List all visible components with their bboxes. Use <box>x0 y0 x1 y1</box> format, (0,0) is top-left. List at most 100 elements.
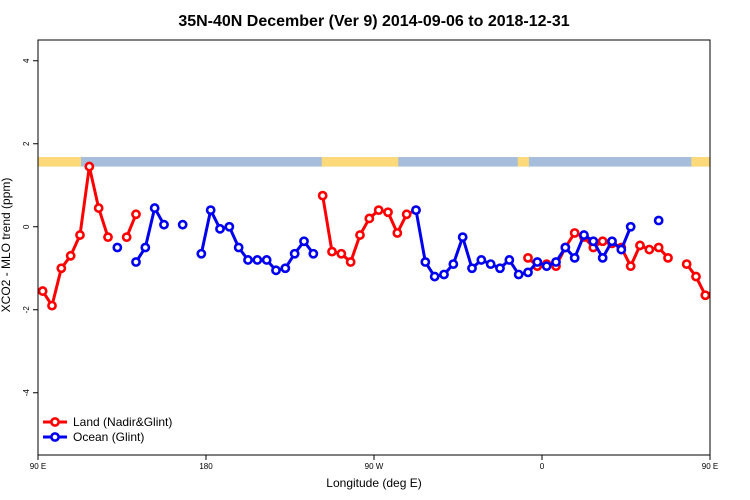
data-point <box>336 248 347 259</box>
data-point <box>420 257 431 267</box>
data-point <box>448 259 459 269</box>
data-point <box>299 236 309 247</box>
data-point <box>429 271 440 282</box>
data-point <box>709 289 710 293</box>
data-point <box>75 230 85 240</box>
y-axis: -4 -2 0 2 4 <box>22 58 38 396</box>
series-line <box>134 206 166 263</box>
legend-label: Land (Nadir&Glint) <box>73 415 172 429</box>
data-point <box>625 221 636 232</box>
data-point <box>625 261 636 272</box>
data-point <box>243 255 253 265</box>
data-point <box>476 255 487 265</box>
data-point <box>392 228 403 238</box>
data-point <box>411 205 421 216</box>
y-axis-label: XCO2 - MLO trend (ppm) <box>0 178 13 313</box>
legend-marker <box>50 432 60 442</box>
y-tick-label: -4 <box>22 389 31 397</box>
x-tick-label: 90 E <box>30 462 46 471</box>
legend-marker <box>50 417 60 427</box>
map-land-2 <box>517 157 529 167</box>
data-point <box>373 205 384 216</box>
data-point <box>84 161 95 172</box>
data-point <box>681 259 692 269</box>
data-point <box>523 252 533 263</box>
data-point <box>205 205 216 216</box>
data-point <box>532 257 543 267</box>
map-land-3 <box>691 157 710 167</box>
x-tick-label: 90 W <box>365 462 384 471</box>
x-tick-label: 180 <box>199 462 213 471</box>
data-point <box>56 263 67 274</box>
data-point <box>112 242 123 253</box>
data-point <box>597 236 608 247</box>
data-point <box>345 257 356 267</box>
data-point <box>739 252 746 259</box>
data-point <box>700 290 710 301</box>
y-tick-label: 0 <box>22 224 31 229</box>
data-point <box>401 209 412 220</box>
data-point <box>635 240 645 251</box>
data-point <box>215 223 225 234</box>
series-1 <box>112 203 664 282</box>
data-point <box>121 232 132 243</box>
data-point <box>560 242 571 253</box>
x-tick-label: 0 <box>540 462 545 471</box>
data-point <box>177 219 188 230</box>
y-tick-label: 4 <box>22 58 31 63</box>
data-point <box>233 242 244 253</box>
data-point <box>541 261 552 272</box>
data-point <box>569 228 580 238</box>
y-tick-label: 2 <box>22 141 31 146</box>
data-point <box>224 221 235 232</box>
series-0 <box>38 161 746 311</box>
data-point <box>271 265 281 276</box>
data-point <box>691 271 701 282</box>
y-tick-label: -2 <box>22 306 31 314</box>
data-point <box>569 252 580 263</box>
data-point <box>495 263 505 274</box>
data-point <box>551 257 561 267</box>
map-band <box>38 157 710 167</box>
data-point <box>579 230 589 240</box>
data-point <box>289 248 300 259</box>
data-point <box>252 255 263 265</box>
data-point <box>149 203 160 213</box>
data-point <box>140 242 151 253</box>
data-point <box>457 232 468 243</box>
data-point <box>196 248 207 259</box>
data-point <box>523 267 533 278</box>
data-point <box>720 302 727 309</box>
series-line <box>41 165 110 308</box>
chart-title: 35N-40N December (Ver 9) 2014-09-06 to 2… <box>178 13 569 30</box>
x-tick-label: 90 E <box>702 462 718 471</box>
data-point <box>644 244 655 255</box>
data-point <box>616 244 627 255</box>
data-point <box>607 236 617 247</box>
data-point <box>93 203 104 213</box>
data-point <box>159 219 169 230</box>
data-point <box>327 246 337 257</box>
data-point <box>653 242 664 253</box>
x-axis: 90 E 180 90 W 0 90 E <box>30 455 718 471</box>
map-land-1 <box>321 157 399 167</box>
data-point <box>663 252 673 263</box>
data-point <box>439 269 449 280</box>
data-point <box>485 259 496 269</box>
data-point <box>588 236 599 247</box>
data-point <box>308 248 319 259</box>
data-point <box>317 190 328 201</box>
map-land-0 <box>38 157 81 167</box>
data-point <box>597 252 608 263</box>
data-point <box>383 207 393 218</box>
legend-label: Ocean (Glint) <box>73 430 144 444</box>
data-point <box>513 269 524 280</box>
data-point <box>131 209 141 220</box>
data-point <box>504 255 515 265</box>
data-point <box>355 230 365 240</box>
data-point <box>65 250 76 261</box>
series-line <box>685 263 710 297</box>
data-point <box>730 265 737 272</box>
data-point <box>467 263 477 274</box>
